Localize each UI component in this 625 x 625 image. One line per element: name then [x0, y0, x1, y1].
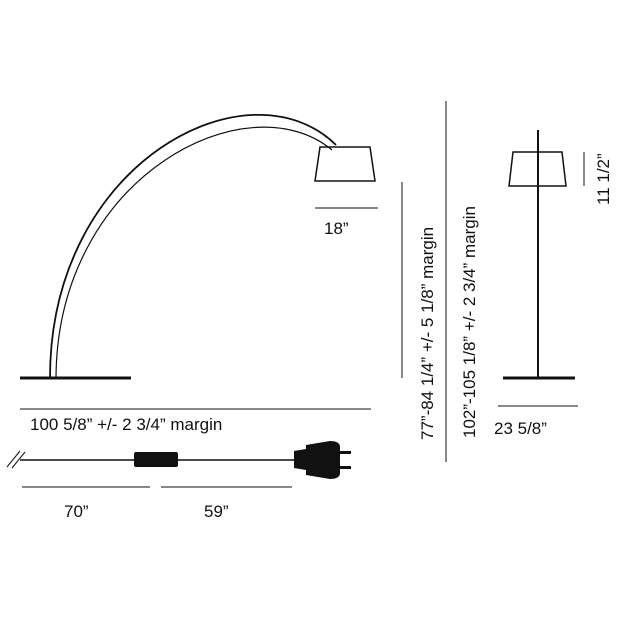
cable-break-mark-2: [11, 451, 26, 469]
arc-lamp-front-view: [503, 130, 575, 380]
inline-switch: [134, 452, 178, 467]
base-width-label: 23 5/8”: [494, 419, 547, 438]
shade-width-label: 18”: [324, 219, 349, 238]
front-lamp-shade: [508, 151, 567, 187]
arc-lamp-side-view: [20, 113, 376, 380]
power-cable: [6, 441, 351, 479]
lamp-arc-stem-outer: [49, 113, 337, 379]
total-reach-label: 100 5/8” +/- 2 3/4” margin: [30, 415, 222, 434]
cable-second-label: 59”: [204, 502, 229, 521]
height-high-label: 102”-105 1/8” +/- 2 3/4” margin: [460, 206, 479, 438]
cable-first-label: 70”: [64, 502, 89, 521]
cable-break-mark-1: [6, 450, 21, 468]
plug-icon: [294, 441, 351, 479]
shade-height-label: 11 1/2”: [594, 153, 613, 205]
lamp-shade: [314, 146, 376, 182]
height-low-label: 77”-84 1/4” +/- 5 1/8” margin: [418, 227, 437, 440]
lamp-arc-stem-inner: [55, 126, 333, 379]
